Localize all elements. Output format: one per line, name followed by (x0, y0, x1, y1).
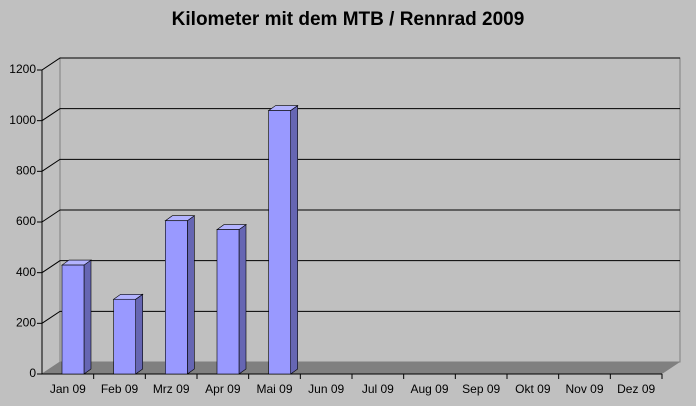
bar (61, 264, 85, 375)
bar (216, 229, 240, 375)
bar-side (135, 293, 143, 375)
x-tick-label: Feb 09 (101, 382, 139, 396)
y-tick-label: 1200 (9, 62, 36, 76)
bar-side (83, 259, 92, 375)
y-tick-label: 800 (16, 164, 36, 178)
y-tick-label: 1000 (9, 113, 36, 127)
grid-line (41, 57, 680, 71)
y-tick-label: 600 (16, 214, 36, 228)
bar-side (187, 215, 195, 375)
y-tick-label: 200 (16, 316, 36, 330)
x-tick-label: Aug 09 (410, 382, 448, 396)
x-tick-label: Okt 09 (515, 382, 551, 396)
x-tick-label: Nov 09 (565, 382, 603, 396)
x-tick-label: Dez 09 (617, 382, 655, 396)
chart-title: Kilometer mit dem MTB / Rennrad 2009 (172, 9, 525, 30)
x-tick-label: Mrz 09 (153, 382, 190, 396)
x-tick-label: Jul 09 (362, 382, 394, 396)
grid-line (41, 209, 680, 223)
bar (268, 110, 291, 375)
x-tick-label: Jun 09 (308, 382, 344, 396)
grid-line (41, 310, 680, 324)
x-tick-label: Sep 09 (462, 382, 500, 396)
floor (42, 362, 680, 374)
grid-line (41, 158, 680, 172)
x-tick-label: Apr 09 (205, 382, 241, 396)
grid-line (41, 260, 680, 274)
y-tick-label: 0 (29, 366, 36, 380)
bar-side (290, 104, 298, 375)
y-tick-label: 400 (16, 265, 36, 279)
x-tick-label: Mai 09 (256, 382, 292, 396)
bar-side (238, 224, 247, 375)
x-tick-label: Jan 09 (50, 382, 86, 396)
bar (165, 220, 188, 375)
grid-line (41, 108, 680, 122)
bar (113, 298, 136, 375)
